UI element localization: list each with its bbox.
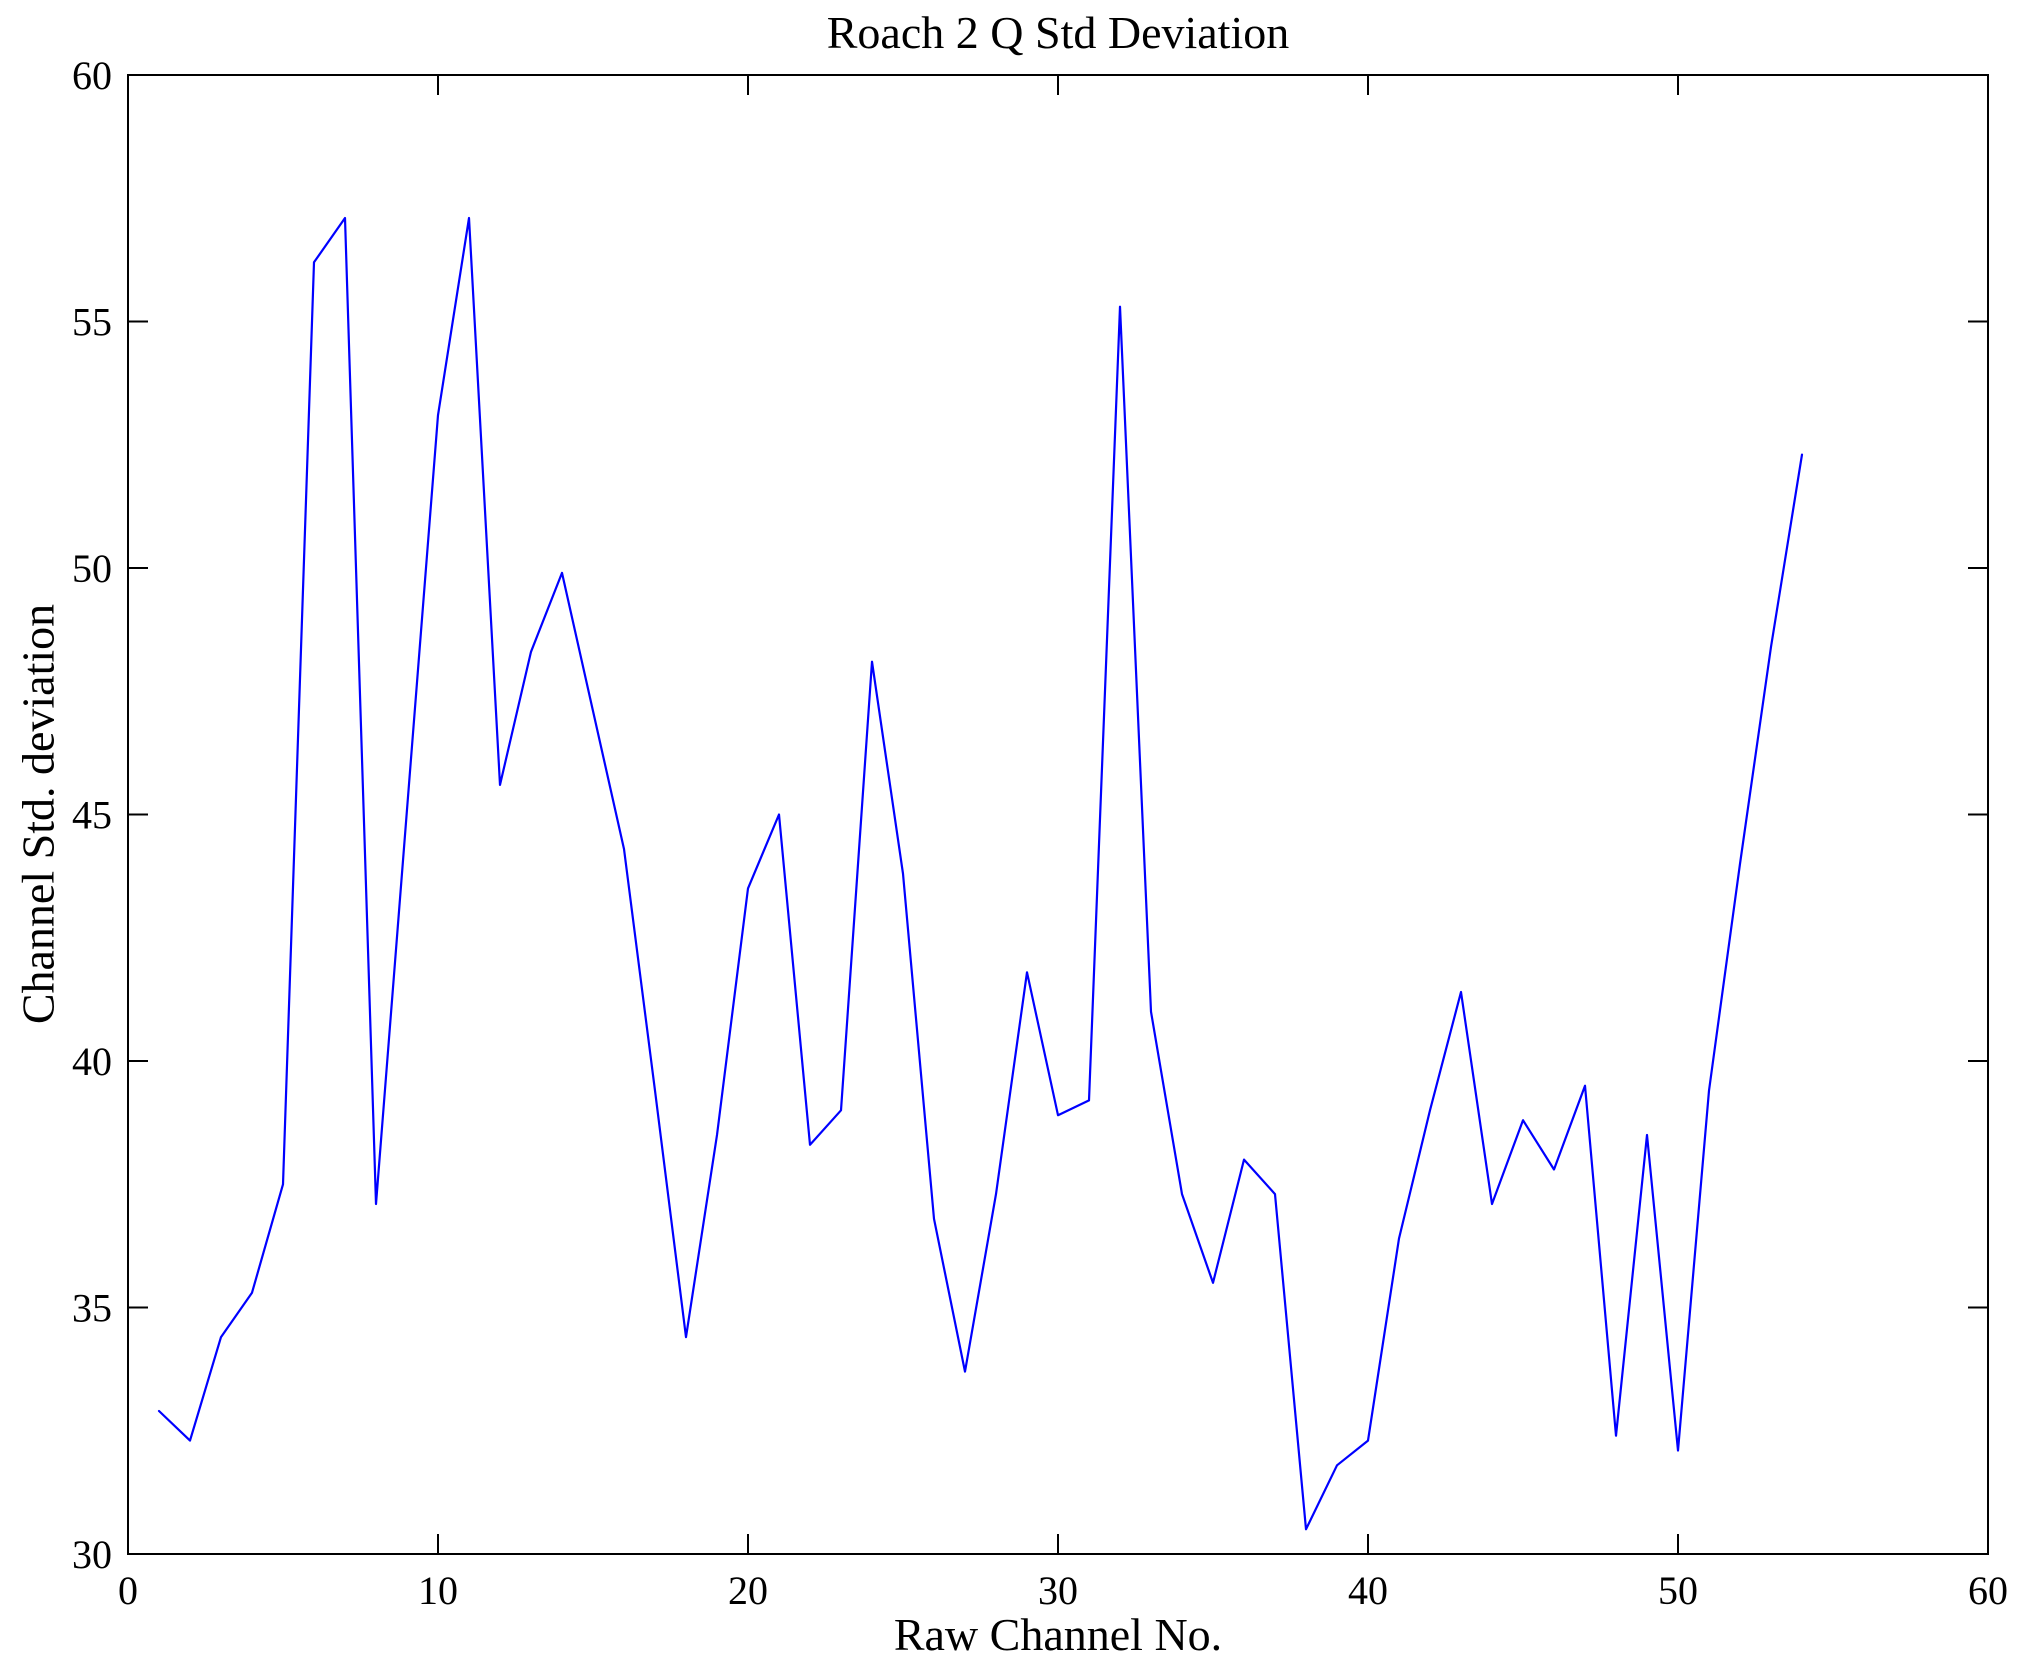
y-tick-label: 40 <box>72 1039 112 1084</box>
x-axis-label: Raw Channel No. <box>893 1609 1223 1660</box>
chart-title: Roach 2 Q Std Deviation <box>826 7 1290 58</box>
x-tick-label: 40 <box>1348 1568 1388 1613</box>
x-tick-label: 50 <box>1658 1568 1698 1613</box>
x-tick-label: 30 <box>1038 1568 1078 1613</box>
x-tick-label: 20 <box>728 1568 768 1613</box>
y-axis-label: Channel Std. deviation <box>12 603 64 1025</box>
x-tick-label: 10 <box>418 1568 458 1613</box>
y-tick-label: 30 <box>72 1532 112 1577</box>
x-tick-label: 60 <box>1968 1568 2008 1613</box>
y-tick-label: 55 <box>72 300 112 345</box>
y-tick-label: 60 <box>72 53 112 98</box>
y-tick-label: 50 <box>72 546 112 591</box>
y-tick-label: 35 <box>72 1286 112 1331</box>
series-line <box>157 216 1804 1531</box>
x-tick-label: 0 <box>118 1568 138 1613</box>
y-tick-label: 45 <box>72 793 112 838</box>
